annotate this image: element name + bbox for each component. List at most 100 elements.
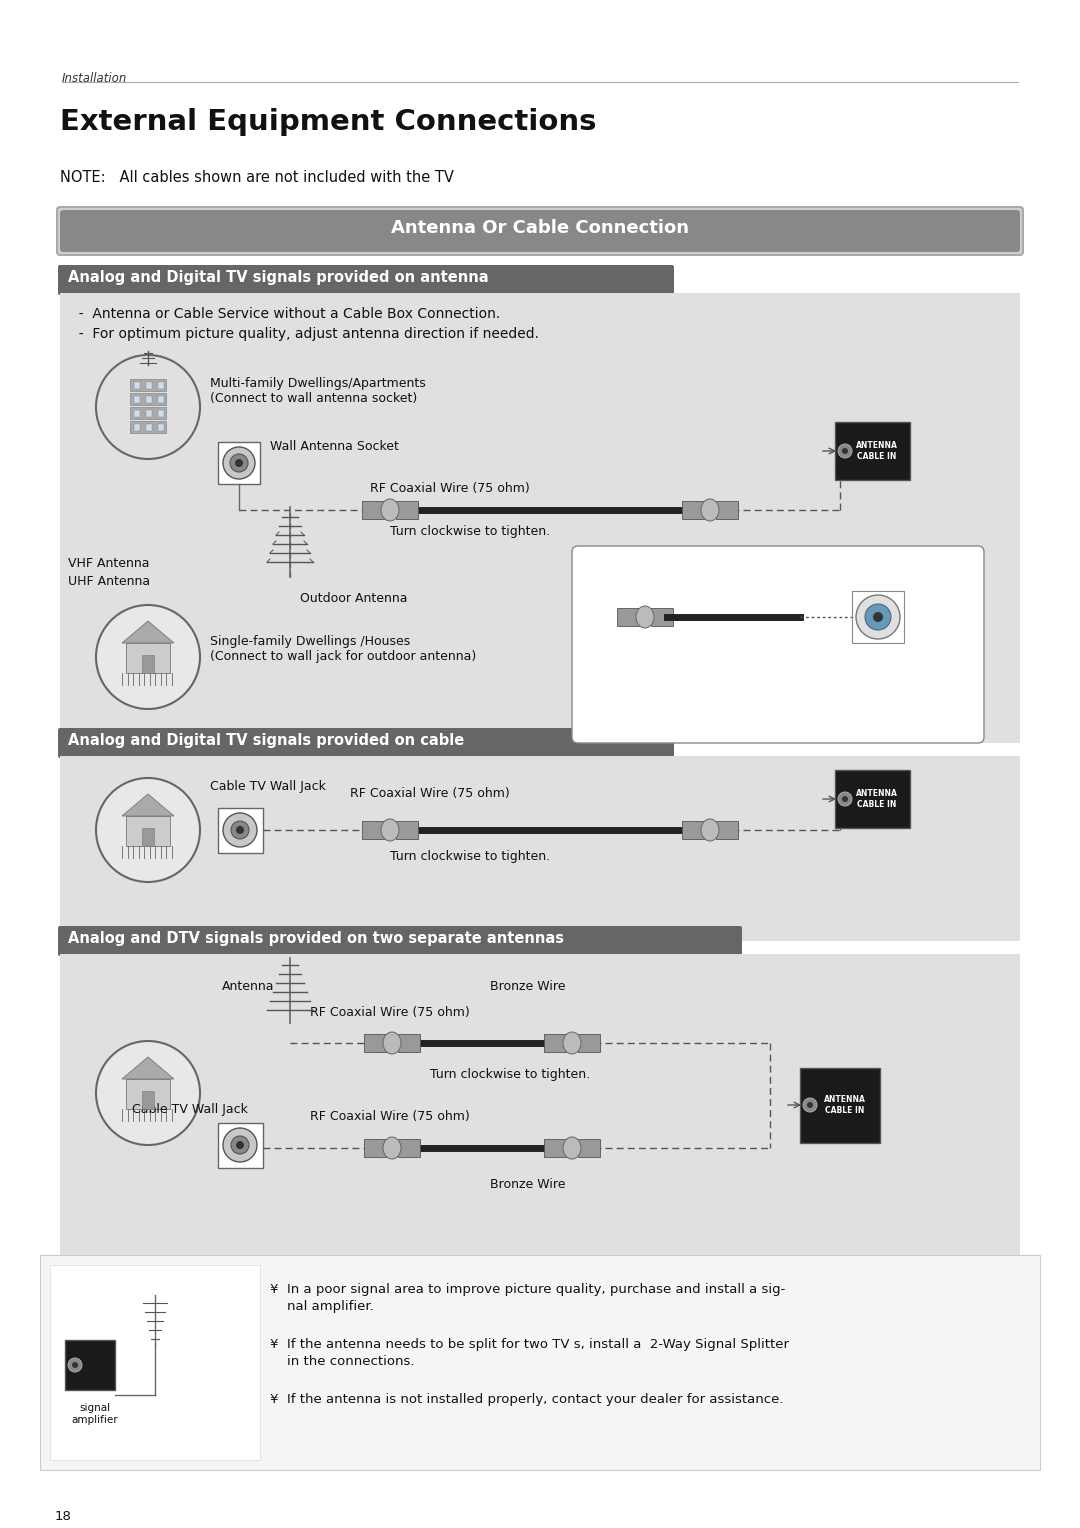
Text: RF Coaxial Wire (75 ohm): RF Coaxial Wire (75 ohm) — [310, 1005, 470, 1019]
Circle shape — [838, 445, 852, 458]
Bar — [396, 501, 418, 520]
Circle shape — [237, 1141, 244, 1149]
FancyBboxPatch shape — [58, 264, 674, 295]
Text: Analog and DTV signals provided on two separate antennas: Analog and DTV signals provided on two s… — [68, 931, 564, 946]
Ellipse shape — [383, 1031, 401, 1054]
Bar — [141, 656, 154, 672]
Text: Multi-family Dwellings/Apartments
(Connect to wall antenna socket): Multi-family Dwellings/Apartments (Conne… — [210, 377, 426, 405]
Text: ANTENNA
CABLE IN: ANTENNA CABLE IN — [856, 442, 897, 461]
Ellipse shape — [381, 500, 399, 521]
Bar — [681, 501, 704, 520]
Circle shape — [222, 448, 255, 478]
Bar — [130, 379, 166, 391]
Text: Turn clockwise to tighten.: Turn clockwise to tighten. — [390, 526, 550, 538]
Text: signal
amplifier: signal amplifier — [71, 1403, 119, 1424]
Circle shape — [865, 604, 891, 630]
Bar — [158, 423, 164, 431]
Circle shape — [68, 1358, 82, 1372]
FancyBboxPatch shape — [57, 206, 1023, 255]
Bar — [146, 410, 152, 417]
Bar — [141, 828, 154, 847]
Circle shape — [235, 458, 243, 468]
Bar — [544, 1138, 566, 1157]
Circle shape — [842, 448, 848, 454]
Text: VHF Antenna: VHF Antenna — [68, 558, 149, 570]
Bar — [544, 1034, 566, 1051]
Bar — [146, 396, 152, 403]
Bar — [146, 382, 152, 390]
Bar — [134, 423, 140, 431]
Bar — [134, 382, 140, 390]
Ellipse shape — [636, 607, 654, 628]
Circle shape — [96, 605, 200, 709]
Text: Bronze Wire: Bronze Wire — [490, 979, 566, 993]
Circle shape — [222, 1128, 257, 1161]
Circle shape — [842, 796, 848, 802]
Circle shape — [230, 454, 248, 472]
Bar — [716, 821, 738, 839]
Text: Bronze Wire: Bronze Wire — [490, 1178, 566, 1190]
Bar — [130, 406, 166, 419]
Bar — [158, 410, 164, 417]
Text: Bronze Wire: Bronze Wire — [683, 564, 758, 578]
Bar — [126, 1079, 170, 1109]
Bar — [134, 396, 140, 403]
Text: Analog and Digital TV signals provided on cable: Analog and Digital TV signals provided o… — [68, 733, 464, 749]
Ellipse shape — [563, 1031, 581, 1054]
Text: Be careful not to bend the bronze wire when
connecting the antenna.: Be careful not to bend the bronze wire w… — [590, 657, 869, 688]
Circle shape — [807, 1102, 813, 1108]
Circle shape — [96, 1041, 200, 1144]
Text: Cable TV Wall Jack: Cable TV Wall Jack — [210, 779, 326, 793]
Text: Turn clockwise to tighten.: Turn clockwise to tighten. — [430, 1068, 590, 1080]
Bar — [60, 293, 1020, 743]
Ellipse shape — [383, 1137, 401, 1160]
Bar — [835, 422, 910, 480]
Text: ¥  In a poor signal area to improve picture quality, purchase and install a sig-: ¥ In a poor signal area to improve pictu… — [270, 1284, 785, 1313]
Bar — [218, 808, 264, 853]
Bar — [126, 816, 170, 847]
Text: RF Coaxial Wire (75 ohm): RF Coaxial Wire (75 ohm) — [310, 1109, 470, 1123]
Bar — [362, 821, 384, 839]
Bar — [681, 821, 704, 839]
Text: RF Coaxial Wire (75 ohm): RF Coaxial Wire (75 ohm) — [350, 787, 510, 801]
Text: ANTENNA
CABLE IN: ANTENNA CABLE IN — [824, 1096, 866, 1115]
Bar — [130, 393, 166, 405]
Bar — [399, 1034, 420, 1051]
Text: ¥  If the antenna needs to be split for two TV s, install a  2-Way Signal Splitt: ¥ If the antenna needs to be split for t… — [270, 1339, 789, 1368]
Bar — [50, 1265, 260, 1459]
FancyBboxPatch shape — [572, 545, 984, 743]
Text: Installation: Installation — [62, 72, 127, 86]
Text: Antenna Or Cable Connection: Antenna Or Cable Connection — [391, 219, 689, 237]
Bar — [800, 1068, 880, 1143]
Bar — [218, 442, 260, 484]
Polygon shape — [122, 1057, 174, 1079]
Ellipse shape — [381, 819, 399, 840]
Text: Wall Antenna Socket: Wall Antenna Socket — [270, 440, 399, 452]
Text: UHF Antenna: UHF Antenna — [68, 575, 150, 588]
Text: External Equipment Connections: External Equipment Connections — [60, 108, 596, 136]
Circle shape — [856, 594, 900, 639]
Ellipse shape — [701, 819, 719, 840]
Bar — [716, 501, 738, 520]
Circle shape — [873, 613, 883, 622]
Ellipse shape — [701, 500, 719, 521]
Bar — [617, 608, 639, 626]
Circle shape — [96, 778, 200, 882]
Circle shape — [237, 827, 244, 834]
Polygon shape — [122, 620, 174, 643]
Bar — [158, 382, 164, 390]
Text: ANTENNA
CABLE IN: ANTENNA CABLE IN — [856, 788, 897, 808]
Bar — [146, 423, 152, 431]
Bar — [130, 422, 166, 432]
Circle shape — [72, 1361, 78, 1368]
Bar — [60, 756, 1020, 941]
FancyBboxPatch shape — [58, 926, 742, 957]
Bar — [60, 953, 1020, 1259]
Text: 18: 18 — [55, 1510, 72, 1523]
Polygon shape — [122, 795, 174, 816]
Bar — [126, 643, 170, 672]
Text: RF Coaxial Wire (75 ohm): RF Coaxial Wire (75 ohm) — [370, 481, 530, 495]
Bar — [578, 1034, 600, 1051]
Bar — [399, 1138, 420, 1157]
Bar — [362, 501, 384, 520]
